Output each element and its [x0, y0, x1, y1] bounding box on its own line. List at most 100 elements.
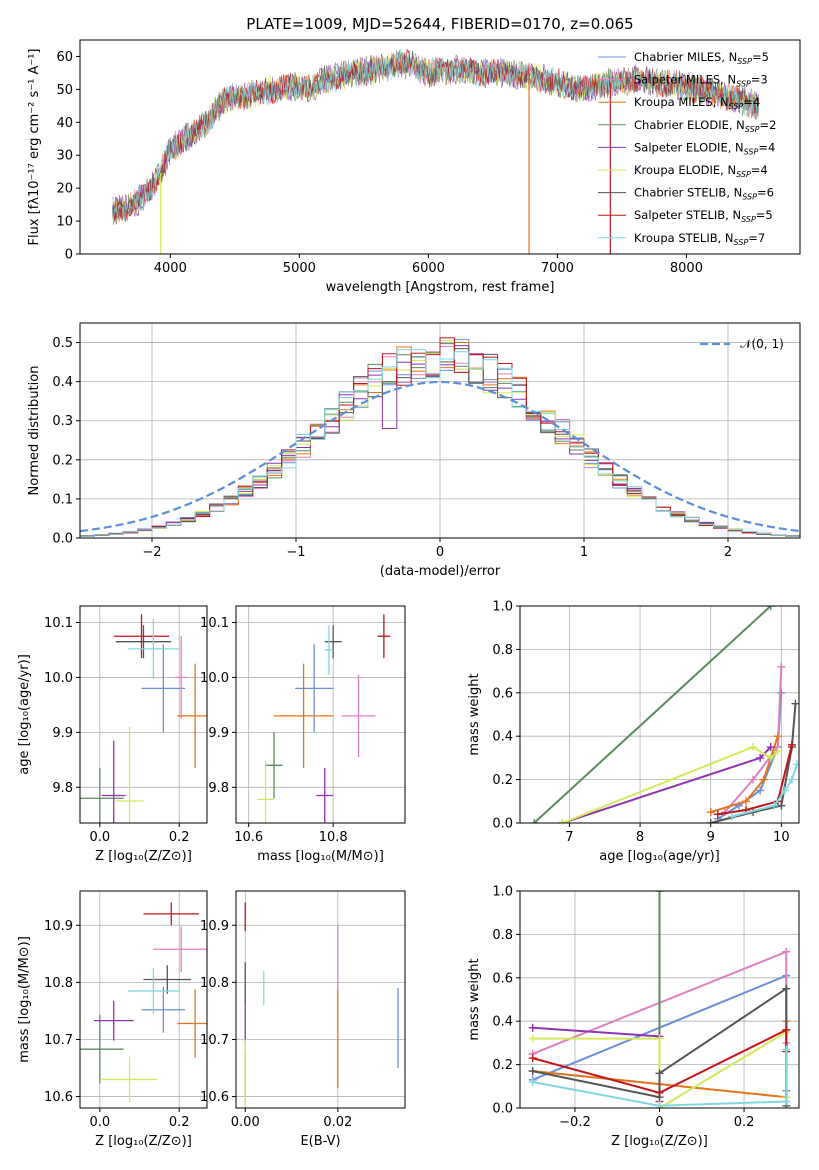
weight-line	[562, 745, 779, 823]
legend-label: Kroupa MILES, NSSP=4	[634, 95, 760, 111]
x-tick-label: 0.2	[734, 1115, 755, 1130]
y-tick-label: 0.0	[52, 532, 73, 547]
weight-marker	[558, 819, 567, 823]
spectrum-line	[112, 48, 759, 221]
weight-marker	[528, 1054, 537, 1063]
panel-6: 0.00 0.02 10.6 10.7 10.8 10.9 E(B-V)	[200, 890, 406, 1149]
y-tick-label: 10.0	[200, 671, 229, 686]
y-axis-label: mass [log₁₀(M/M⊙)]	[17, 936, 32, 1063]
legend-label: 𝒩(0, 1)	[740, 337, 784, 351]
y-tick-label: 0.8	[492, 928, 513, 943]
y-tick-label: 60	[56, 50, 73, 65]
x-axis-label: Z [log₁₀(Z/Z⊙)]	[95, 849, 192, 864]
y-tick-label: 0.3	[52, 414, 73, 429]
panel-2: 0.0 0.2 9.8 9.9 10.0 10.1 Z [log₁₀(Z/Z⊙)] age […	[17, 605, 208, 864]
y-axis-label: Normed distribution	[27, 366, 42, 496]
weight-marker	[773, 747, 782, 756]
y-tick-label: 50	[56, 83, 73, 98]
y-tick-label: 10	[56, 215, 73, 230]
y-tick-label: 0	[65, 248, 73, 263]
y-tick-label: 9.8	[208, 781, 229, 796]
y-tick-label: 0.4	[492, 730, 513, 745]
weight-marker	[713, 810, 722, 819]
weight-marker	[791, 699, 799, 708]
x-tick-label: 9	[707, 830, 715, 845]
weight-marker	[766, 753, 775, 762]
weight-marker	[777, 801, 786, 810]
weight-marker	[706, 819, 715, 823]
weight-marker	[773, 732, 782, 741]
y-tick-label: 9.9	[208, 726, 229, 741]
weight-marker	[766, 743, 775, 752]
x-tick-label: 10	[773, 830, 790, 845]
legend-label: Salpeter ELODIE, NSSP=4	[634, 140, 775, 156]
x-tick-label: 0.2	[169, 1115, 190, 1130]
axes-frame	[79, 39, 801, 255]
weight-line	[532, 1028, 788, 1094]
y-tick-label: 10.6	[44, 1090, 73, 1105]
weight-marker	[792, 760, 799, 769]
x-tick-label: 0	[655, 1115, 663, 1130]
legend-label: Chabrier ELODIE, NSSP=2	[634, 118, 776, 134]
weight-marker	[766, 606, 775, 610]
x-tick-label: 7	[565, 830, 573, 845]
x-tick-label: 0.0	[90, 1115, 111, 1130]
plot-area	[257, 614, 391, 823]
axes-frame	[235, 605, 406, 824]
y-tick-label: 10.8	[200, 976, 229, 991]
legend-label: Salpeter MILES, NSSP=3	[634, 73, 768, 89]
y-tick-label: 10.9	[200, 919, 229, 934]
y-tick-label: 0.8	[492, 643, 513, 658]
y-tick-label: 0.2	[492, 1058, 513, 1073]
weight-marker	[655, 1069, 664, 1078]
legend-label: Kroupa STELIB, NSSP=7	[634, 231, 765, 247]
y-tick-label: 10.8	[44, 976, 73, 991]
plot-area	[112, 48, 759, 254]
y-tick-label: 10.7	[44, 1033, 73, 1048]
y-tick-label: 0.5	[52, 336, 73, 351]
legend-label: Kroupa ELODIE, NSSP=4	[634, 163, 768, 179]
y-tick-label: 9.9	[52, 726, 73, 741]
legend-label: Chabrier MILES, NSSP=5	[634, 50, 769, 66]
weight-marker	[756, 753, 765, 762]
histogram-steps	[80, 337, 800, 537]
weight-marker	[655, 891, 664, 895]
histogram-steps	[80, 349, 800, 537]
weight-marker	[655, 1101, 664, 1108]
panel-5: 0.0 0.2 10.6 10.7 10.8 10.9 Z [log₁₀(Z/Z⊙)] mas…	[17, 890, 208, 1149]
x-axis-label: Z [log₁₀(Z/Z⊙)]	[611, 1134, 708, 1149]
plot-area	[528, 891, 791, 1108]
x-tick-label: −2	[142, 545, 161, 560]
y-tick-label: 20	[56, 182, 73, 197]
y-tick-label: 0.0	[492, 817, 513, 832]
x-tick-label: 10.8	[319, 830, 348, 845]
plot-area	[244, 902, 399, 1108]
x-tick-label: 2	[724, 545, 732, 560]
weight-marker	[787, 775, 796, 784]
x-tick-label: 4000	[154, 261, 187, 276]
y-tick-label: 0.6	[492, 971, 513, 986]
axes-frame	[235, 890, 406, 1109]
axes-frame	[519, 605, 800, 824]
weight-line	[717, 744, 793, 816]
x-axis-label: wavelength [Angstrom, rest frame]	[326, 280, 555, 295]
weight-marker	[528, 1023, 537, 1032]
x-tick-label: 1	[580, 545, 588, 560]
weight-marker	[530, 819, 539, 823]
y-tick-label: 10.1	[200, 616, 229, 631]
panel-4: 7 8 9 10 0.0 0.2 0.4 0.6 0.8 1.0 age [log₁₀(age/yr…	[467, 600, 800, 864]
y-tick-label: 10.7	[200, 1033, 229, 1048]
panel-7: −0.2 0 0.2 0.0 0.2 0.4 0.6 0.8 1.0 Z [log₁₀(Z/Z⊙)…	[467, 885, 800, 1149]
y-tick-label: 9.8	[52, 781, 73, 796]
weight-marker	[780, 786, 789, 795]
weight-marker	[756, 786, 765, 795]
plot-area	[80, 902, 207, 1103]
x-tick-label: 0.0	[90, 830, 111, 845]
y-tick-label: 0.4	[52, 375, 73, 390]
axes-frame	[79, 605, 208, 824]
x-axis-label: mass [log₁₀(M/M⊙)]	[257, 849, 384, 864]
x-tick-label: 0	[436, 545, 444, 560]
panel-1: −2 −1 0 1 2 0.0 0.1 0.2 0.3 0.4 0.5 (data-model)/er…	[27, 322, 801, 579]
weight-marker	[759, 775, 768, 784]
